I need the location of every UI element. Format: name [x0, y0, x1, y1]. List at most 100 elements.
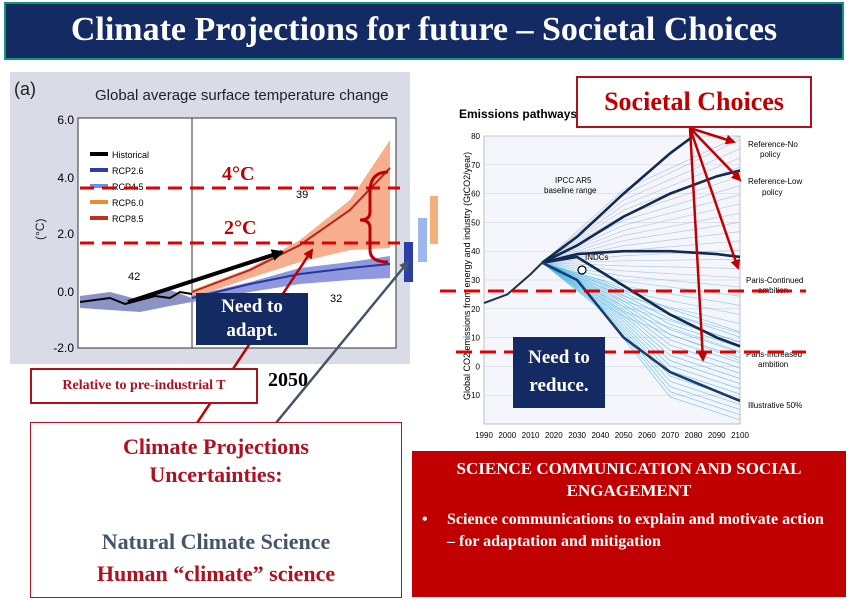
ytick-0: 0.0: [57, 285, 74, 299]
choice-arrow-3: [689, 126, 736, 145]
uncert-title-line-1: Climate Projections: [123, 434, 309, 459]
label-no-policy-1: Reference-No: [748, 140, 798, 149]
temp-chart-title: Global average surface temperature chang…: [95, 87, 389, 104]
reduce-line-1: Need to: [528, 347, 590, 368]
ensemble-line: [542, 212, 741, 264]
emissions-chart: Emissions pathways Global CO2 emissions …: [438, 107, 812, 442]
natural-science-label: Natural Climate Science: [101, 529, 331, 554]
emissions-xtick: 2040: [591, 431, 609, 440]
trend-arrow: [127, 249, 284, 304]
emissions-ytick: 10: [471, 334, 480, 343]
ensemble-line: [542, 258, 741, 264]
temp-ylabel: (°C): [33, 219, 47, 240]
emissions-xtick: 2080: [685, 431, 703, 440]
series-illustrative-50-: [541, 261, 741, 403]
emissions-xtick: 2060: [638, 431, 656, 440]
ensemble-line: [541, 262, 741, 390]
sci-bullet-text: Science communications to explain and mo…: [447, 511, 824, 550]
rcp26-line: [191, 263, 391, 299]
uncert-title-line-2: Uncertainties:: [149, 462, 283, 487]
choice-arrow-4: [688, 127, 708, 362]
ensemble-line: [542, 262, 741, 385]
threshold-4c-label: 4°C: [222, 163, 254, 185]
baseline-label-2: baseline range: [544, 186, 597, 195]
label-increased-1: Paris-Increased: [746, 350, 802, 359]
ensemble-line: [542, 262, 741, 288]
side-bar-rcp60: [430, 196, 439, 244]
emissions-ytick: 60: [471, 190, 480, 199]
reduce-line-2: reduce.: [529, 375, 589, 396]
ensemble-line: [541, 262, 741, 416]
ytick-4: 4.0: [57, 171, 74, 185]
emissions-ytick: 70: [471, 161, 480, 170]
choice-arrow-1: [688, 127, 741, 270]
legend-historical: Historical: [112, 150, 149, 160]
adapt-line-1: Need to: [221, 296, 283, 317]
ensemble-line: [541, 262, 741, 395]
threshold-2c-label: 2°C: [224, 217, 256, 239]
series-paris-continued-ambition: [541, 249, 741, 264]
ensemble-line: [542, 262, 741, 338]
uncertainties-title: Climate Projections Uncertainties:: [31, 433, 401, 489]
sci-header-line-2: ENGAGEMENT: [566, 481, 692, 500]
rcp85-band: [192, 140, 390, 298]
ensemble-line: [541, 262, 741, 405]
ensemble-line: [542, 262, 741, 269]
series-paris-increased-ambition: [541, 255, 741, 348]
ensemble-line: [542, 262, 741, 279]
emissions-right-margin: [806, 118, 812, 438]
science-communication-box: SCIENCE COMMUNICATION AND SOCIAL ENGAGEM…: [412, 451, 846, 597]
count-rcp85: 39: [296, 189, 308, 201]
emissions-xtick: 2100: [731, 431, 749, 440]
panel-label: (a): [14, 79, 36, 99]
sci-bullet: • Science communications to explain and …: [422, 509, 832, 553]
sci-header-line-1: SCIENCE COMMUNICATION AND SOCIAL: [456, 459, 802, 478]
label-continued-1: Paris-Continued: [746, 276, 803, 285]
ensemble-line: [542, 262, 741, 297]
emissions-xtick: 2090: [708, 431, 726, 440]
legend-rcp26: RCP2.6: [112, 166, 144, 176]
emissions-ytick: 40: [471, 247, 480, 256]
ensemble-line: [541, 135, 741, 263]
emissions-historical-line: [483, 262, 543, 304]
label-low-policy-2: policy: [762, 188, 782, 197]
societal-choices-box: Societal Choices: [576, 76, 812, 128]
emissions-ytick: 50: [471, 218, 480, 227]
indcs-marker: [577, 265, 587, 275]
emissions-xtick: 2010: [522, 431, 540, 440]
series-reference-no-policy: [541, 134, 695, 264]
label-continued-2: ambition: [758, 286, 788, 295]
relative-box: Relative to pre-industrial T: [30, 368, 258, 404]
emissions-title: Emissions pathways: [459, 107, 577, 121]
ensemble-line: [542, 203, 741, 264]
emissions-xtick: 1990: [475, 431, 493, 440]
label-illustrative: Illustrative 50%: [748, 401, 802, 410]
legend-rcp60: RCP6.0: [112, 198, 144, 208]
side-bar-rcp26: [404, 242, 413, 282]
emissions-xtick: 2050: [615, 431, 633, 440]
label-low-policy-1: Reference-Low: [748, 177, 802, 186]
ensemble-line: [542, 262, 741, 379]
emissions-xtick: 2020: [545, 431, 563, 440]
emissions-xtick: 2030: [568, 431, 586, 440]
ensemble-line: [542, 262, 741, 348]
emissions-ylabel: Global CO2 emissions from energy and ind…: [462, 152, 472, 400]
ytick-neg2: -2.0: [53, 341, 74, 355]
baseline-label-1: IPCC AR5: [555, 176, 592, 185]
emissions-ytick: 20: [471, 305, 480, 314]
count-rcp26: 32: [330, 293, 342, 305]
temperature-chart: (a) Global average surface temperature c…: [10, 72, 451, 364]
bullet-dot: •: [422, 511, 428, 528]
sci-header: SCIENCE COMMUNICATION AND SOCIAL ENGAGEM…: [412, 458, 846, 502]
label-increased-2: ambition: [758, 360, 788, 369]
uncertainties-box: Climate Projections Uncertainties: Natur…: [30, 422, 402, 598]
emissions-ytick: 80: [471, 132, 480, 141]
indcs-label: INDCs: [585, 253, 609, 262]
need-to-reduce-box: Need to reduce.: [513, 337, 605, 408]
rcp26-band: [192, 256, 390, 302]
emissions-ytick: -10: [468, 391, 480, 400]
human-science-label: Human “climate” science: [96, 561, 336, 586]
slide-title: Climate Projections for future – Societa…: [4, 2, 844, 60]
need-to-adapt-box: Need to adapt.: [196, 293, 308, 345]
emissions-xtick: 2000: [498, 431, 516, 440]
